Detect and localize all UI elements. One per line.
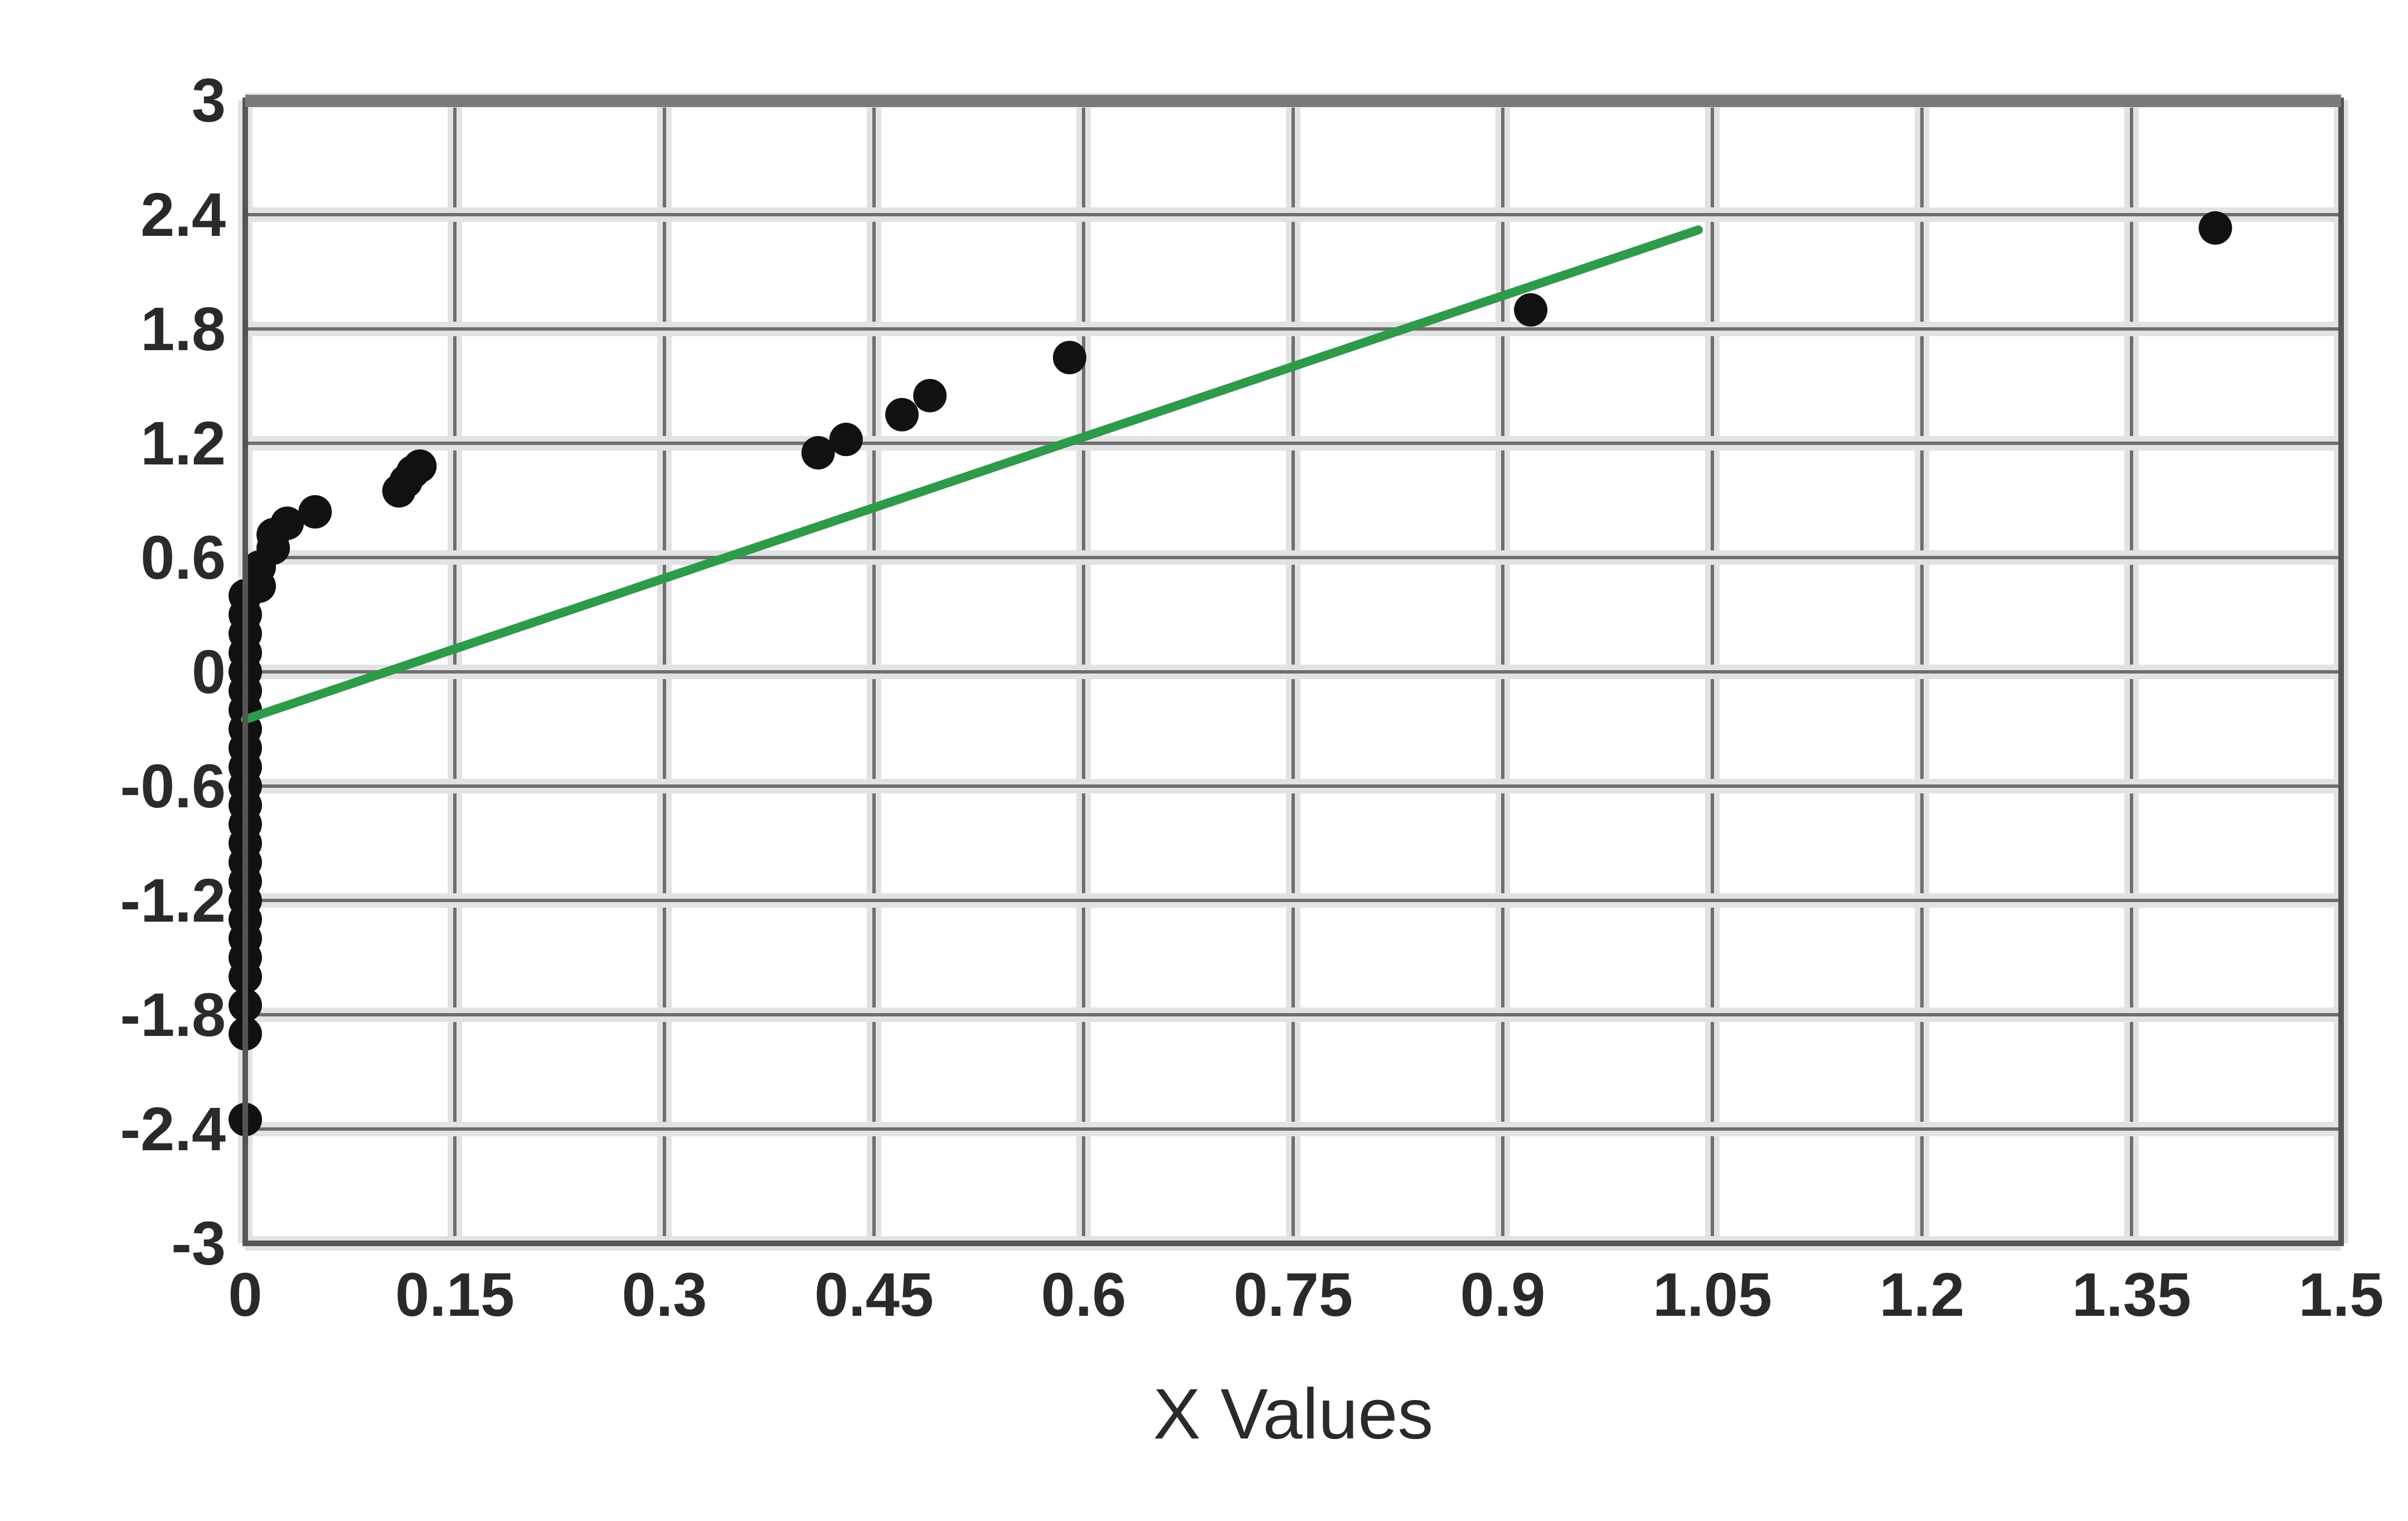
x-tick-label: 0.3 bbox=[622, 1261, 707, 1329]
data-point bbox=[403, 449, 437, 483]
x-tick-label: 0.9 bbox=[1460, 1261, 1546, 1329]
x-tick-label: 1.35 bbox=[2072, 1261, 2191, 1329]
x-tick-label: 0.15 bbox=[395, 1261, 514, 1329]
y-tick-label: -2.4 bbox=[120, 1095, 226, 1164]
data-point bbox=[2198, 211, 2232, 245]
x-tick-label: 1.2 bbox=[1880, 1261, 1965, 1329]
x-tick-label: 0.45 bbox=[814, 1261, 934, 1329]
y-tick-label: 1.2 bbox=[140, 409, 226, 478]
data-point bbox=[885, 398, 919, 432]
y-tick-label: 0.6 bbox=[140, 524, 226, 592]
y-tick-labels: 3 2.4 1.8 1.2 0.6 0 -0.6 -1.2 -1.8 -2.4 -3 bbox=[120, 66, 226, 1278]
grid-lines bbox=[238, 93, 2348, 1251]
y-tick-label: -0.6 bbox=[120, 752, 226, 821]
data-point bbox=[298, 495, 332, 529]
y-tick-label: 2.4 bbox=[140, 181, 226, 249]
x-tick-label: 0.75 bbox=[1234, 1261, 1353, 1329]
plot-top-bar bbox=[245, 95, 2341, 107]
data-point bbox=[1514, 293, 1548, 327]
x-axis-title: X Values bbox=[1153, 1374, 1434, 1454]
x-tick-label: 0 bbox=[228, 1261, 262, 1329]
x-tick-labels: 0 0.15 0.3 0.45 0.6 0.75 0.9 1.05 1.2 1.35 1.5 bbox=[228, 1261, 2383, 1329]
y-tick-label: -1.8 bbox=[120, 981, 226, 1049]
data-point bbox=[829, 423, 863, 457]
data-point bbox=[801, 436, 835, 470]
y-tick-label: 3 bbox=[192, 66, 226, 135]
x-tick-label: 1.5 bbox=[2299, 1261, 2384, 1329]
y-tick-label: -3 bbox=[171, 1209, 226, 1278]
x-tick-label: 0.6 bbox=[1041, 1261, 1127, 1329]
y-tick-label: 1.8 bbox=[140, 295, 226, 364]
trend-line bbox=[241, 225, 1703, 724]
data-point bbox=[1052, 341, 1086, 375]
y-tick-label: 0 bbox=[192, 638, 226, 706]
y-tick-label: -1.2 bbox=[120, 866, 226, 935]
x-tick-label: 1.05 bbox=[1653, 1261, 1772, 1329]
data-point bbox=[270, 506, 304, 540]
data-point bbox=[913, 379, 947, 413]
